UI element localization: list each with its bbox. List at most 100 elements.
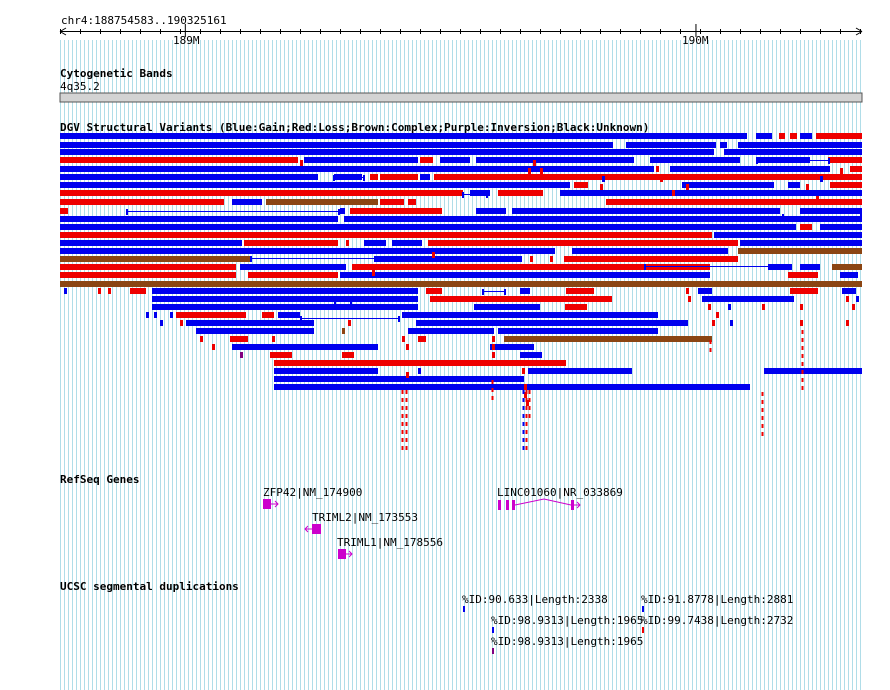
variant-bar — [850, 166, 862, 172]
variant-bar — [790, 133, 797, 139]
variant-tick — [146, 312, 149, 318]
ruler-tick-label: 189M — [173, 34, 200, 47]
variant-bar — [60, 272, 236, 278]
variant-bar — [698, 288, 712, 294]
variant-bar — [186, 320, 314, 326]
variant-bar — [738, 142, 862, 148]
variant-bar — [248, 272, 338, 278]
variant-bar — [376, 256, 522, 262]
variant-bar — [650, 157, 740, 163]
variant-bar — [60, 133, 747, 139]
variant-bar — [60, 199, 224, 205]
variant-link-end — [716, 166, 718, 172]
variant-bar — [440, 157, 470, 163]
variant-tick — [852, 304, 855, 310]
segdup-feature — [492, 648, 494, 654]
variant-bar — [474, 304, 540, 310]
variant-tick — [348, 320, 351, 326]
variant-tick — [108, 288, 111, 294]
variant-bar — [800, 224, 812, 230]
variant-bar — [756, 133, 772, 139]
variant-tick — [170, 312, 173, 318]
variant-bar — [606, 199, 862, 205]
variant-bar — [788, 272, 818, 278]
variant-tick — [656, 166, 659, 172]
variant-bar — [564, 256, 738, 262]
variant-tick — [272, 336, 275, 342]
variant-bar — [60, 142, 613, 148]
variant-bar — [800, 208, 862, 214]
variant-bar — [266, 199, 378, 205]
variant-bar — [565, 304, 587, 310]
variant-tick — [396, 248, 399, 254]
variant-bar — [274, 376, 524, 382]
variant-tick — [492, 344, 495, 350]
gene-strand-arrow — [304, 525, 312, 533]
variant-bar — [262, 312, 274, 318]
refseq-track-title: RefSeq Genes — [60, 473, 140, 486]
variant-bar — [152, 296, 418, 302]
variant-tick — [600, 184, 603, 190]
variant-bar — [60, 224, 796, 230]
variant-bar — [440, 174, 862, 180]
variant-bar — [428, 240, 738, 246]
variant-tick — [492, 352, 495, 358]
variant-bar — [130, 288, 146, 294]
variant-bar — [60, 208, 68, 214]
variant-bar — [740, 240, 862, 246]
variant-bar — [60, 149, 714, 155]
variant-bar — [720, 142, 727, 148]
variant-tick — [300, 160, 303, 166]
variant-bar — [270, 352, 292, 358]
variant-tick — [524, 392, 527, 398]
variant-bar — [370, 174, 378, 180]
variant-bar — [408, 199, 416, 205]
variant-link-end — [350, 302, 352, 308]
variant-bar — [60, 190, 463, 196]
segdup-label: %ID:98.9313|Length:1965 — [491, 614, 644, 627]
segdup-feature — [642, 627, 644, 633]
variant-bar — [816, 133, 862, 139]
variant-tick — [180, 320, 183, 326]
variant-tick — [712, 320, 715, 326]
variant-link-end — [363, 175, 365, 181]
variant-tick — [708, 304, 711, 310]
variant-bar — [60, 264, 236, 270]
segdup-label: %ID:99.7438|Length:2732 — [641, 614, 794, 627]
variant-link-end — [768, 264, 770, 270]
cytoband-bar — [59, 92, 863, 103]
variant-tick — [660, 176, 663, 182]
variant-bar — [380, 174, 418, 180]
variant-bar — [420, 174, 430, 180]
variant-bar — [402, 312, 658, 318]
variant-bar — [152, 304, 418, 310]
variant-bar — [800, 133, 812, 139]
variant-bar — [60, 256, 250, 262]
variant-link-end — [338, 209, 340, 215]
variant-bar — [340, 272, 710, 278]
variant-bar — [738, 248, 862, 254]
variant-bar — [274, 368, 378, 374]
variant-link-end — [644, 264, 646, 270]
variant-bar — [274, 360, 566, 366]
variant-bar — [416, 320, 688, 326]
variant-tick — [800, 320, 803, 326]
variant-tick — [492, 336, 495, 342]
variant-tick — [344, 248, 347, 254]
variant-bar — [498, 190, 543, 196]
variant-tick — [856, 296, 859, 302]
variant-bar — [364, 240, 386, 246]
variant-bar — [350, 208, 442, 214]
variant-tick — [240, 352, 243, 358]
variant-bar — [626, 142, 716, 148]
gene-strand-arrow — [574, 501, 581, 509]
variant-bar — [274, 384, 750, 390]
variant-bar — [60, 232, 712, 238]
variant-bar — [60, 240, 242, 246]
variant-bar — [352, 264, 710, 270]
variant-bar — [426, 288, 442, 294]
variant-tick — [728, 304, 731, 310]
variant-bar — [60, 157, 298, 163]
variant-tick — [98, 288, 101, 294]
